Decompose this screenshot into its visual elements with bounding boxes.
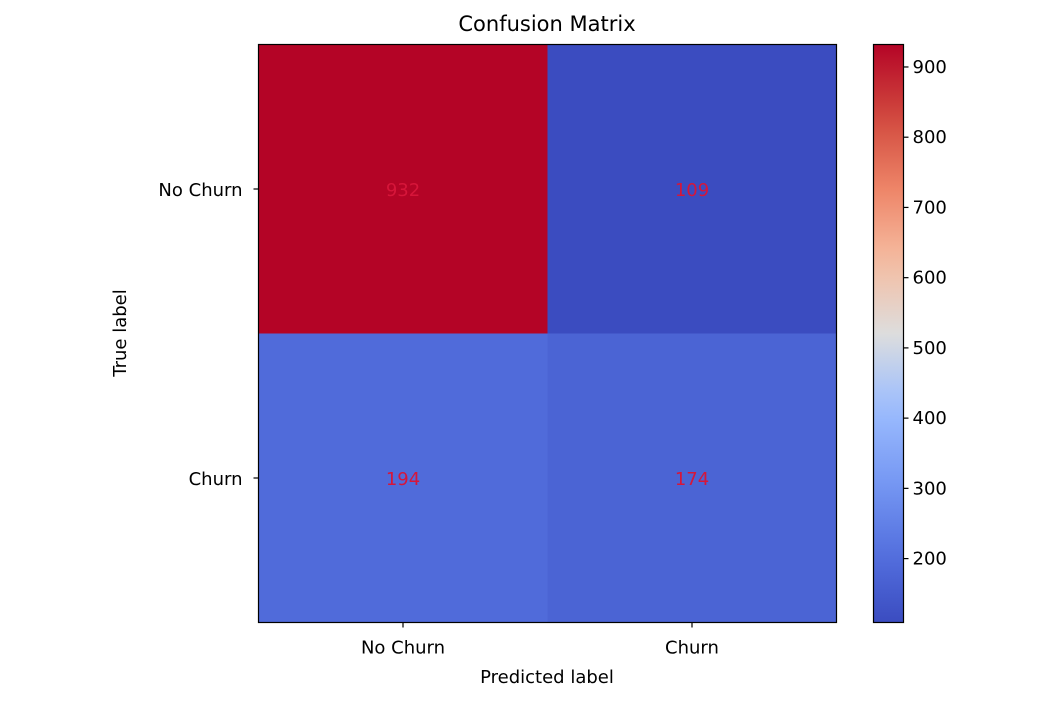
x-axis-ticks: No Churn Churn [361, 622, 719, 659]
x-axis-label: Predicted label [480, 667, 614, 688]
heatmap-cell [258, 333, 548, 623]
heatmap-cells [258, 44, 837, 623]
x-tick-label: No Churn [361, 638, 445, 659]
colorbar-tick-label: 500 [913, 338, 947, 359]
chart-title: Confusion Matrix [458, 12, 635, 36]
heatmap-cell [547, 333, 837, 623]
heatmap-cell-labels: 932 109 194 174 [386, 180, 709, 490]
heatmap-cell [547, 44, 837, 334]
colorbar [872, 43, 905, 624]
colorbar-tick-label: 700 [913, 197, 947, 218]
plot-frame [257, 43, 838, 624]
y-axis-ticks: No Churn Churn [158, 180, 259, 490]
colorbar-tick-label: 900 [913, 57, 947, 78]
cell-value-label: 109 [675, 180, 709, 201]
cell-value-label: 174 [675, 469, 709, 490]
cell-value-label: 932 [386, 180, 420, 201]
x-tick-label: Churn [665, 638, 719, 659]
colorbar-tick-label: 800 [913, 127, 947, 148]
heatmap-cell [258, 44, 548, 334]
y-axis-label: True label [110, 289, 131, 378]
colorbar-tick-label: 300 [913, 478, 947, 499]
colorbar-ticks: 200 300 400 500 600 700 800 900 [903, 57, 947, 570]
colorbar-tick-label: 200 [913, 549, 947, 570]
y-tick-label: No Churn [158, 180, 242, 201]
y-tick-label: Churn [189, 469, 243, 490]
colorbar-tick-label: 600 [913, 268, 947, 289]
colorbar-tick-label: 400 [913, 408, 947, 429]
cell-value-label: 194 [386, 469, 420, 490]
